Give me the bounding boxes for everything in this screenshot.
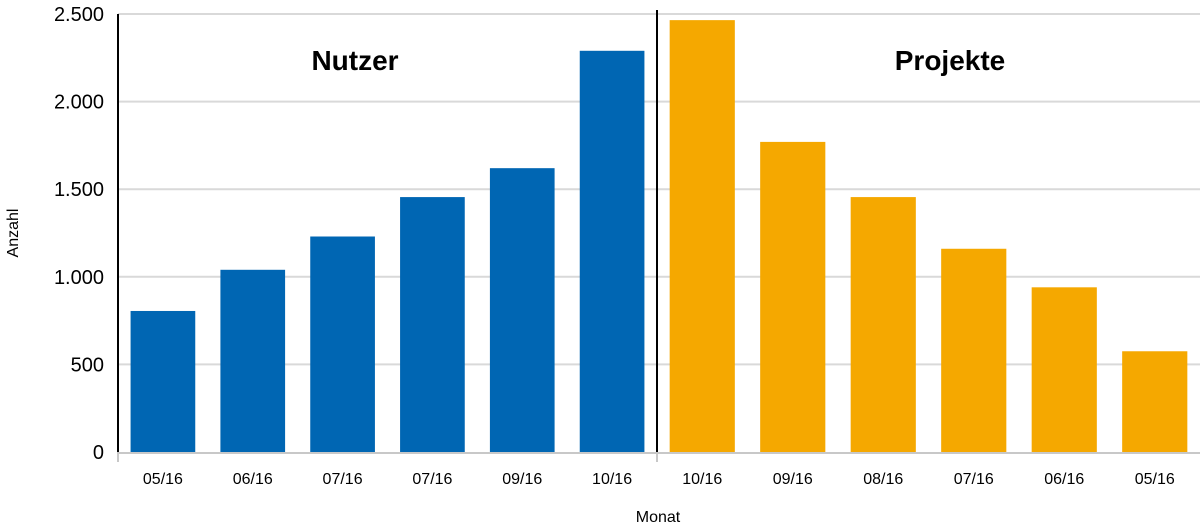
bar-nutzer-5 bbox=[489, 168, 555, 452]
x-tick-label: 06/16 bbox=[1044, 471, 1084, 488]
axes bbox=[117, 10, 1200, 462]
x-tick-label: 10/16 bbox=[592, 471, 632, 488]
bar-projekte-6 bbox=[1122, 351, 1188, 452]
bar-nutzer-4 bbox=[400, 197, 465, 452]
gridlines bbox=[118, 13, 1200, 366]
y-tick-label: 1.500 bbox=[54, 179, 104, 201]
y-tick-label: 500 bbox=[71, 354, 104, 376]
y-axis-title: Anzahl bbox=[5, 209, 22, 258]
x-tick-label: 07/16 bbox=[954, 471, 994, 488]
panel-title-nutzer: Nutzer bbox=[311, 45, 398, 76]
x-axis-title: Monat bbox=[636, 509, 681, 526]
bar-projekte-3 bbox=[850, 197, 916, 452]
bars bbox=[130, 20, 1188, 453]
x-tick-label: 07/16 bbox=[323, 471, 363, 488]
bar-projekte-5 bbox=[1031, 287, 1097, 452]
y-tick-label: 1.000 bbox=[54, 267, 104, 289]
x-tick-label: 05/16 bbox=[1135, 471, 1175, 488]
bar-nutzer-3 bbox=[310, 236, 375, 452]
x-tick-label: 09/16 bbox=[502, 471, 542, 488]
x-tick-label: 05/16 bbox=[143, 471, 183, 488]
bar-projekte-1 bbox=[669, 20, 735, 453]
bar-nutzer-1 bbox=[130, 310, 196, 452]
x-tick-label: 06/16 bbox=[233, 471, 273, 488]
panel-title-projekte: Projekte bbox=[895, 45, 1006, 76]
bar-nutzer-6 bbox=[579, 50, 645, 453]
y-tick-label: 0 bbox=[93, 442, 104, 464]
bar-projekte-2 bbox=[760, 141, 826, 452]
bar-projekte-4 bbox=[941, 248, 1007, 452]
y-tick-labels: 0 500 1.000 1.500 2.000 2.500 bbox=[54, 4, 104, 464]
x-tick-label: 07/16 bbox=[412, 471, 452, 488]
bar-nutzer-2 bbox=[220, 269, 286, 452]
y-tick-label: 2.000 bbox=[54, 92, 104, 114]
x-tick-label: 09/16 bbox=[773, 471, 813, 488]
y-tick-label: 2.500 bbox=[54, 4, 104, 26]
x-tick-labels: 05/16 06/16 07/16 07/16 09/16 10/16 10/16 09/16… bbox=[143, 471, 1175, 488]
x-tick-label: 10/16 bbox=[682, 471, 722, 488]
x-tick-label: 08/16 bbox=[863, 471, 903, 488]
